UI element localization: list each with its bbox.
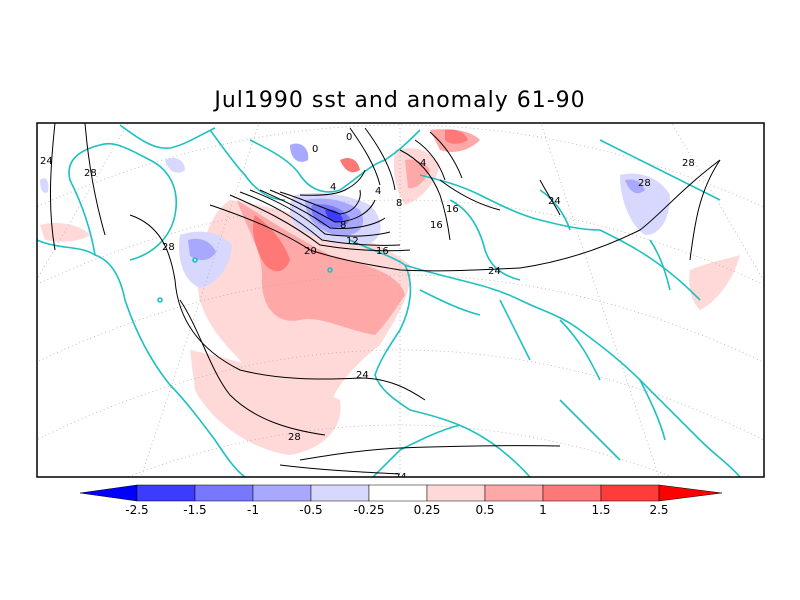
sst-contours — [50, 123, 721, 475]
contour-label: 24 — [548, 196, 561, 207]
contour-label: 28 — [682, 158, 695, 169]
contour-label: 24 — [40, 156, 53, 167]
colorbar-label: -0.5 — [299, 503, 322, 517]
colorbar-segment — [136, 484, 196, 502]
contour-label: 24 — [356, 370, 369, 381]
contour-label: 24 — [394, 472, 407, 483]
colorbar-segment — [79, 484, 138, 502]
colorbar-segment — [542, 484, 602, 502]
contour-label: 0 — [312, 144, 318, 155]
colorbar-label: 0.25 — [414, 503, 441, 517]
contour-label: 28 — [84, 168, 97, 179]
colorbar-label: -2.5 — [125, 503, 148, 517]
contour-label: 16 — [446, 204, 459, 215]
colorbar-segment — [194, 484, 254, 502]
contour-label: 8 — [396, 198, 402, 209]
colorbar-label: -0.25 — [353, 503, 384, 517]
colorbar: -2.5 -1.5 -1 -0.5 -0.25 0.25 0.5 1 1.5 2… — [79, 484, 723, 517]
coastlines-and-borders — [37, 124, 741, 477]
contour-label: 8 — [340, 220, 346, 231]
colorbar-segment — [600, 484, 660, 502]
contour-label: 16 — [376, 246, 389, 257]
colorbar-label: 2.5 — [649, 503, 668, 517]
contour-label: 28 — [288, 432, 301, 443]
colorbar-segment — [310, 484, 370, 502]
contour-label: 16 — [430, 220, 443, 231]
contour-label: 24 — [488, 266, 501, 277]
contour-label: 4 — [375, 186, 381, 197]
colorbar-label: -1.5 — [183, 503, 206, 517]
contour-label: 12 — [346, 236, 359, 247]
colorbar-segment — [252, 484, 312, 502]
contour-label: 4 — [420, 158, 426, 169]
contour-label: 28 — [638, 178, 651, 189]
contour-labels: 24 28 28 0 0 4 4 4 8 8 12 16 16 20 16 24… — [40, 132, 695, 483]
colorbar-segment — [426, 484, 486, 502]
colorbar-segment — [368, 484, 428, 502]
colorbar-label: 1 — [539, 503, 547, 517]
colorbar-segment — [658, 484, 723, 502]
colorbar-label: 0.5 — [475, 503, 494, 517]
contour-label: 20 — [304, 246, 317, 257]
contour-label: 28 — [162, 242, 175, 253]
anomaly-shading — [40, 129, 740, 455]
contour-label: 4 — [330, 182, 336, 193]
colorbar-label: -1 — [247, 503, 259, 517]
map-title: Jul1990 sst and anomaly 61-90 — [214, 88, 586, 113]
contour-label: 0 — [346, 132, 352, 143]
colorbar-label: 1.5 — [591, 503, 610, 517]
map-frame — [36, 122, 765, 478]
colorbar-segment — [484, 484, 544, 502]
